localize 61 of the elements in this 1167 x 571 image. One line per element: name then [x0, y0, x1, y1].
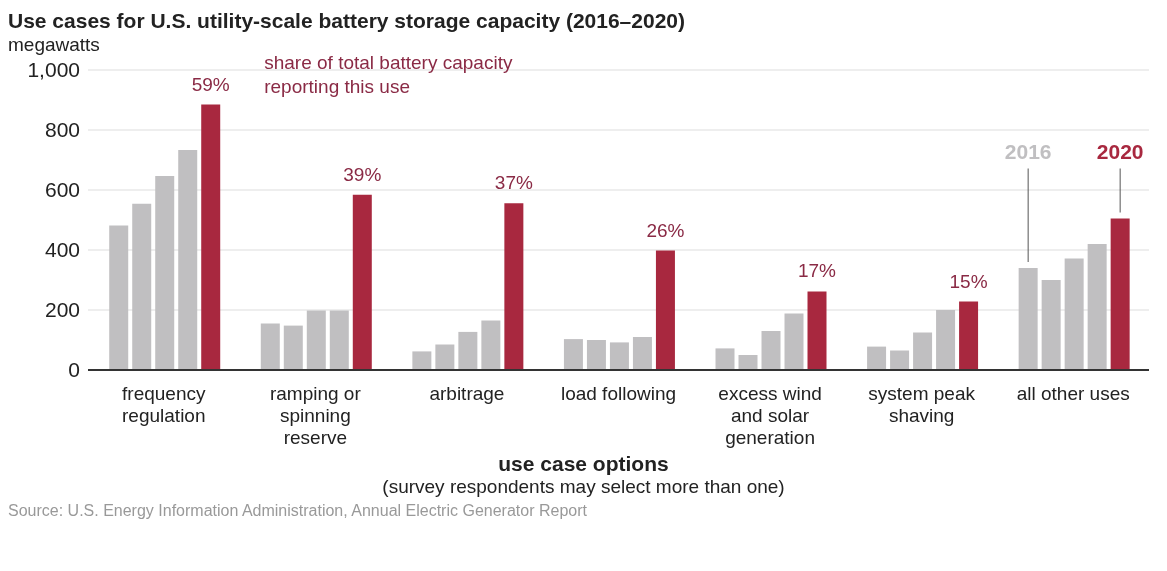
bar — [329, 310, 349, 370]
x-tick-label: load following — [560, 383, 677, 404]
text: 2020 — [1096, 139, 1144, 163]
bar — [458, 331, 478, 370]
text: (survey respondents may select more than one) — [381, 476, 786, 498]
x-tick-label: frequency regulation — [122, 383, 206, 426]
x-tick-label: arbitrage — [429, 383, 505, 404]
y-tick-label: 400 — [44, 238, 80, 262]
x-tick-label: ramping or spinning reserve — [269, 383, 362, 448]
bar — [609, 342, 629, 370]
x-tick-label: all other uses — [1016, 383, 1130, 404]
bar — [283, 325, 303, 370]
annotation: 37% — [494, 172, 533, 194]
text: 2016 — [1004, 139, 1052, 163]
bar — [807, 291, 827, 370]
bar — [738, 355, 758, 370]
bar — [132, 203, 152, 370]
bar — [586, 340, 606, 370]
annotation: 39% — [343, 163, 382, 185]
bar — [504, 203, 524, 370]
y-tick-label: 800 — [44, 118, 80, 142]
bar — [1018, 268, 1038, 370]
bar — [109, 225, 129, 370]
y-tick-label: 0 — [68, 358, 80, 382]
bar — [1110, 218, 1130, 370]
bar — [481, 320, 501, 370]
annotation: 15% — [949, 270, 988, 292]
bar — [260, 323, 280, 370]
bar — [867, 346, 887, 370]
bar — [178, 150, 198, 370]
bar — [412, 351, 432, 370]
source-note: Source: U.S. Energy Information Administration, Annual Electric Generator Report — [8, 502, 588, 520]
bar — [959, 301, 979, 370]
bar — [155, 175, 175, 370]
bar — [563, 339, 583, 370]
x-tick-label: excess wind and solar generation — [718, 383, 822, 448]
bar — [352, 194, 372, 370]
y-tick-label: 200 — [44, 298, 80, 322]
chart-title: Use cases for U.S. utility-scale battery storage capacity (2016–2020) — [8, 8, 686, 34]
y-axis-title: megawatts — [8, 34, 100, 55]
y-tick-label: 1,000 — [27, 58, 80, 82]
bar — [306, 310, 326, 370]
bar — [655, 250, 675, 370]
x-tick-label: system peak shaving — [868, 383, 976, 426]
annotation: 26% — [646, 219, 685, 241]
y-tick-label: 600 — [44, 178, 80, 202]
bar — [936, 310, 956, 370]
x-axis-title: use case options — [497, 452, 670, 476]
bar — [632, 337, 652, 370]
bar — [201, 104, 221, 370]
bar — [1087, 244, 1107, 370]
bar — [890, 350, 910, 370]
bar — [1064, 258, 1084, 370]
bar — [913, 332, 933, 370]
bar — [715, 348, 735, 370]
bar — [435, 344, 455, 370]
bar — [784, 313, 804, 370]
annotation: 17% — [797, 260, 837, 282]
bar — [761, 331, 781, 370]
annotation: 59% — [191, 73, 230, 95]
bar — [1041, 280, 1061, 370]
